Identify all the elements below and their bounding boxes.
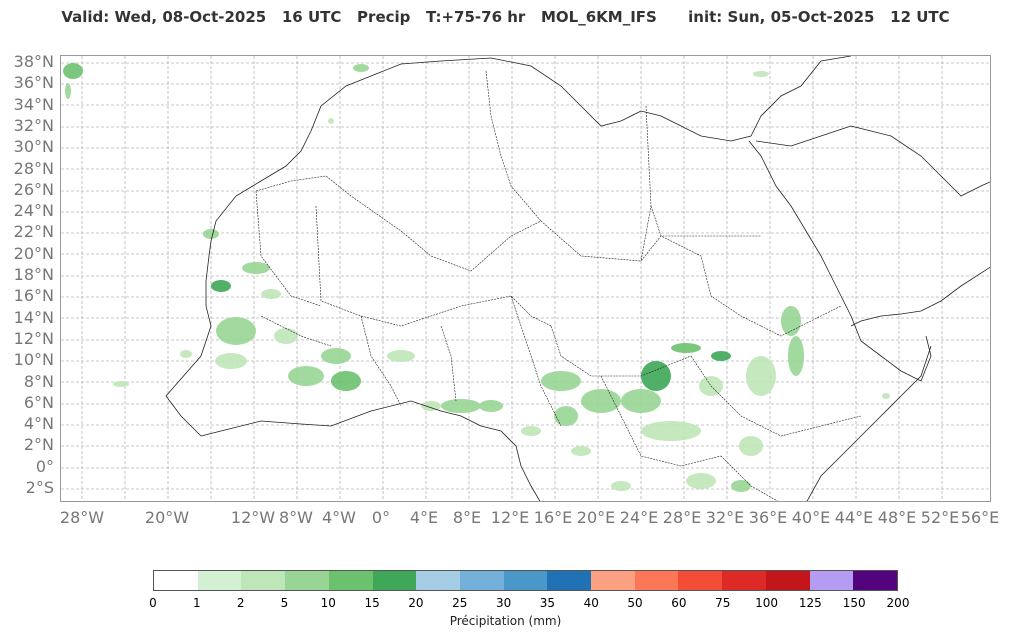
colorbar-tick-label: 5	[280, 596, 289, 610]
latitude-label: 38°N	[13, 52, 54, 71]
longitude-label: 24°E	[619, 508, 659, 527]
coastlines	[165, 56, 990, 501]
colorbar-segment	[503, 571, 548, 590]
latitude-label: 30°N	[13, 137, 54, 157]
colorbar-tick-label: 50	[627, 596, 643, 610]
latitude-label: 36°N	[13, 73, 54, 93]
longitude-label: 52°E	[920, 508, 960, 527]
longitude-label: 20°W	[144, 508, 190, 527]
latitude-label: 4°N	[23, 414, 54, 434]
longitude-label: 12°W	[230, 508, 276, 527]
colorbar-tick-label: 35	[539, 596, 556, 610]
latitude-label: 18°N	[13, 265, 54, 284]
latitude-label: 10°N	[13, 350, 54, 370]
gridlines	[61, 56, 990, 501]
longitude-label: 28°W	[59, 508, 105, 527]
colorbar-tick-label: 200	[886, 596, 910, 610]
longitude-label: 16°E	[533, 508, 573, 527]
colorbar-segment	[765, 571, 810, 590]
latitude-label: 0°	[35, 456, 54, 476]
longitude-label: 4°W	[322, 508, 356, 527]
colorbar	[153, 570, 898, 591]
colorbar-tick-label: 2	[236, 596, 245, 610]
latitude-label: 32°N	[13, 115, 54, 135]
colorbar-tick-label: 150	[842, 596, 866, 610]
colorbar-tick-label: 1	[192, 596, 201, 610]
latitude-label: 6°N	[23, 392, 54, 412]
colorbar-segment	[328, 571, 373, 590]
latitude-label: 16°N	[13, 286, 54, 306]
latitude-label: 20°N	[13, 243, 54, 263]
latitude-label: 28°N	[13, 158, 54, 178]
latitude-label: 12°N	[13, 328, 54, 348]
longitude-label: 4°E	[409, 508, 439, 527]
colorbar-segment	[197, 571, 242, 590]
colorbar-segment	[372, 571, 417, 590]
colorbar-segment	[154, 571, 198, 590]
latitude-label: 26°N	[13, 179, 54, 199]
colorbar-segment	[416, 571, 460, 590]
map-svg	[61, 56, 990, 501]
latitude-label: 24°N	[13, 201, 54, 221]
colorbar-tick-label: 75	[715, 596, 731, 610]
map-title: Valid: Wed, 08-Oct-2025 16 UTC Precip T:…	[61, 8, 950, 26]
colorbar-tick-label: 20	[408, 596, 424, 610]
latitude-label: 34°N	[13, 94, 54, 114]
longitude-label: 56°E	[960, 508, 1000, 527]
longitude-label: 40°E	[791, 508, 831, 527]
latitude-label: 22°N	[13, 222, 54, 242]
country-borders	[255, 70, 862, 501]
latitude-label: 2°S	[25, 478, 54, 497]
colorbar-segment	[853, 571, 897, 590]
colorbar-segment	[634, 571, 679, 590]
colorbar-segment	[591, 571, 635, 590]
latitude-label: 8°N	[23, 371, 54, 391]
longitude-label: 44°E	[834, 508, 874, 527]
longitude-label: 32°E	[705, 508, 745, 527]
colorbar-tick-label: 125	[798, 596, 822, 610]
colorbar-tick-label: 40	[583, 596, 599, 610]
longitude-label: 8°E	[452, 508, 482, 527]
colorbar-tick-label: 25	[452, 596, 468, 610]
longitude-label: 12°E	[490, 508, 530, 527]
colorbar-segment	[459, 571, 504, 590]
colorbar-tick-label: 10	[320, 596, 336, 610]
precipitation-map[interactable]	[60, 55, 991, 502]
longitude-label: 0°	[371, 508, 391, 527]
colorbar-label: Précipitation (mm)	[449, 614, 562, 628]
longitude-label: 8°W	[279, 508, 313, 527]
longitude-label: 28°E	[662, 508, 702, 527]
latitude-label: 2°N	[23, 435, 54, 455]
colorbar-segment	[547, 571, 592, 590]
colorbar-tick-label: 100	[755, 596, 778, 610]
colorbar-segment	[722, 571, 766, 590]
colorbar-segment	[285, 571, 329, 590]
colorbar-segment	[809, 571, 854, 590]
colorbar-segment	[678, 571, 723, 590]
colorbar-tick-label: 15	[364, 596, 380, 610]
colorbar-tick-label: 60	[671, 596, 687, 610]
latitude-label: 14°N	[13, 307, 54, 327]
colorbar-tick-label: 30	[495, 596, 512, 610]
colorbar-tick-label: 0	[149, 596, 157, 610]
longitude-label: 48°E	[877, 508, 917, 527]
longitude-label: 36°E	[748, 508, 788, 527]
longitude-label: 20°E	[576, 508, 616, 527]
colorbar-segment	[241, 571, 286, 590]
precip-areas	[63, 63, 890, 492]
